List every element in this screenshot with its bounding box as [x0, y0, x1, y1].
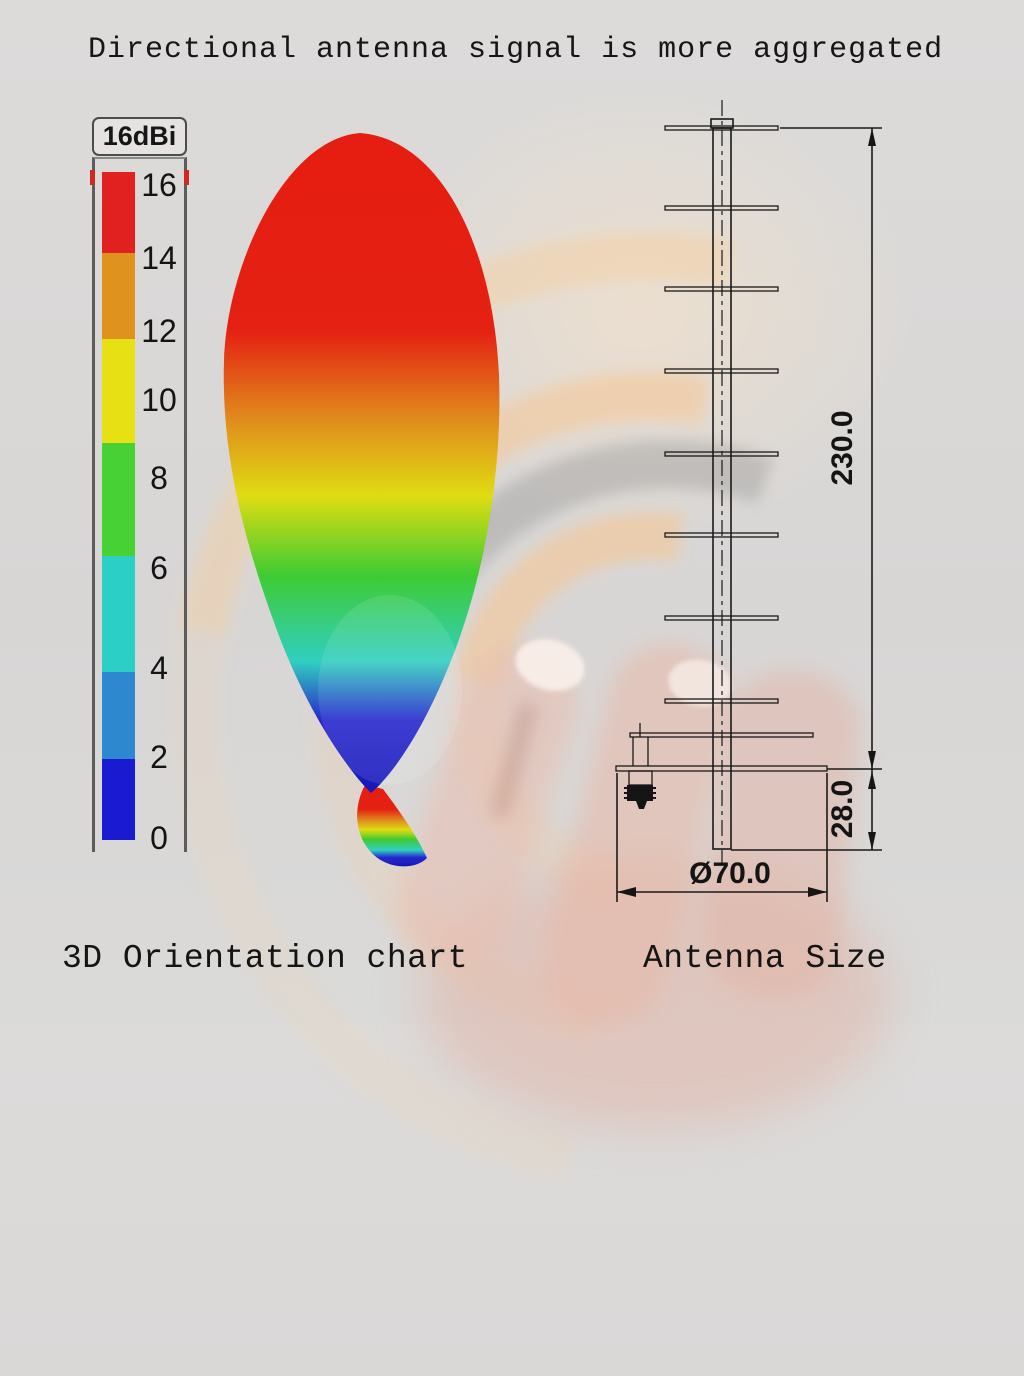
- dimension-arrow: [868, 832, 876, 850]
- colorbar-strip: [102, 172, 135, 840]
- dimension-arrow: [868, 128, 876, 146]
- colorbar-tick: 14: [141, 240, 177, 276]
- colorbar-tick: 16: [141, 167, 177, 203]
- balloon-lobe: [223, 133, 500, 793]
- colorbar-tick: 8: [150, 460, 168, 496]
- drawing-caption: Antenna Size: [643, 940, 887, 977]
- colorbar-tick: 4: [150, 650, 168, 686]
- antenna-dimension-drawing: 230.0 28.0 Ø70.0: [615, 100, 882, 902]
- antenna-driven-element: [629, 732, 814, 738]
- antenna-top-cap: [710, 118, 734, 129]
- dimension-arrow: [868, 771, 876, 789]
- balloon-tail: [357, 785, 427, 867]
- antenna-element: [664, 698, 779, 704]
- connector-thread-ridge: [624, 787, 656, 789]
- colorbar-segment: [102, 339, 135, 443]
- colorbar-edge-mark-right: [184, 170, 189, 185]
- colorbar-segment: [102, 759, 135, 840]
- dimension-arrow: [617, 887, 636, 897]
- dimension-bottom-label: 28.0: [826, 780, 859, 838]
- dimension-diameter-label: Ø70.0: [689, 857, 771, 890]
- connector-thread-ridge: [624, 797, 656, 799]
- colorbar-segment: [102, 672, 135, 759]
- balloon-highlight: [318, 595, 462, 785]
- connector-tip: [636, 801, 647, 809]
- dimension-arrow: [808, 887, 827, 897]
- colorbar-segment: [102, 253, 135, 339]
- colorbar-tick: 2: [150, 739, 168, 775]
- connector-body: [628, 770, 653, 786]
- colorbar-frame: [92, 157, 187, 852]
- antenna-element: [664, 205, 779, 211]
- dimension-arrow: [868, 751, 876, 769]
- colorbar-segment: [102, 172, 135, 253]
- pattern-caption: 3D Orientation chart: [62, 940, 469, 977]
- colorbar-header-label: 16dBi: [92, 117, 187, 156]
- colorbar-tick: 12: [141, 313, 177, 349]
- antenna-element: [664, 451, 779, 457]
- colorbar-segment: [102, 443, 135, 556]
- colorbar-tick: 0: [150, 820, 168, 856]
- colorbar-segment: [102, 556, 135, 672]
- colorbar-edge-mark-left: [90, 170, 95, 185]
- colorbar-tick: 6: [150, 550, 168, 586]
- antenna-element: [664, 125, 779, 131]
- page-title: Directional antenna signal is more aggre…: [88, 33, 944, 67]
- gain-colorbar: 16dBi 16 14 12 10 8 6 4 2 0: [90, 117, 189, 856]
- antenna-element: [664, 286, 779, 292]
- antenna-element: [664, 615, 779, 621]
- radiation-pattern-3d: [223, 133, 500, 867]
- colorbar-tick: 10: [141, 382, 177, 418]
- antenna-element: [664, 532, 779, 538]
- dimension-height-label: 230.0: [826, 410, 859, 485]
- antenna-element: [664, 368, 779, 374]
- connector-thread-ridge: [624, 792, 656, 794]
